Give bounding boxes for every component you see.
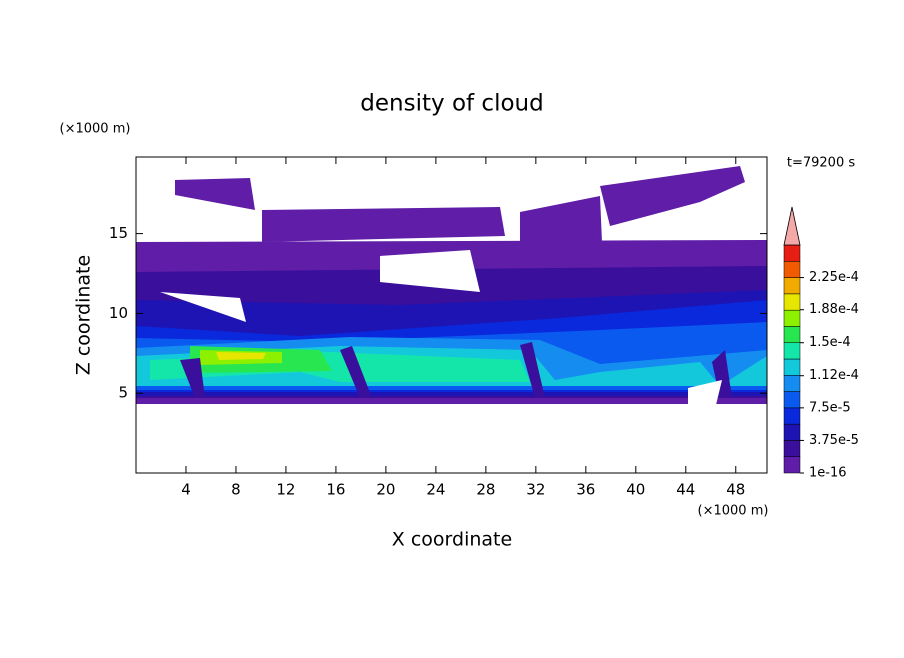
colorbar-box [783,309,801,327]
x-unit: (×1000 m) [698,504,769,519]
y-tick-label: 5 [118,384,128,402]
colorbar-tick-label: 1.88e-4 [809,302,859,317]
colorbar-box [783,277,801,295]
colorbar-box [783,423,801,441]
x-tick-label: 8 [231,481,241,499]
contour-region [520,342,545,398]
colorbar-box [783,407,801,425]
y-tick-label: 15 [109,224,128,242]
colorbar-box [783,391,801,409]
x-tick-label: 12 [276,481,295,499]
colorbar-box [783,456,801,474]
colorbar-extend [783,206,801,246]
colorbar-box [783,342,801,360]
x-tick-label: 20 [376,481,395,499]
colorbar-box [783,326,801,343]
colorbar-tick-label: 3.75e-5 [809,433,859,448]
contour-gap [160,292,246,322]
x-tick-label: 44 [676,481,695,499]
x-tick-label: 28 [476,481,495,499]
colorbar-tick-label: 1e-16 [809,466,847,481]
plot-frame [135,156,768,474]
contour-region [600,166,745,226]
colorbar-box [783,293,801,311]
x-tick-label: 4 [181,481,191,499]
colorbar-tick-label: 1.5e-4 [809,335,851,350]
contour-region [175,178,255,210]
y-unit: (×1000 m) [60,122,131,137]
contour-field [136,166,767,405]
x-axis-label: X coordinate [392,529,512,551]
x-tick-label: 32 [526,481,545,499]
contour-gap [380,250,480,292]
contour-region [180,358,205,398]
contour-region [340,346,372,398]
contour-region [712,350,732,398]
x-tick-label: 16 [326,481,345,499]
colorbar-tick-label: 2.25e-4 [809,270,859,285]
colorbar-box [783,440,801,457]
colorbar-box [783,244,801,262]
y-tick-label: 10 [109,304,128,322]
contour-region [262,207,505,242]
chart-title: density of cloud [360,91,543,117]
time-label: t=79200 s [787,156,855,171]
x-tick-label: 24 [426,481,445,499]
contour-region [216,352,266,360]
x-tick-label: 36 [576,481,595,499]
colorbar-tick-label: 7.5e-5 [809,400,851,415]
colorbar-box [783,358,801,376]
colorbar-tick-label: 1.12e-4 [809,368,859,383]
colorbar-box [783,375,801,392]
contour-gap [688,380,722,405]
x-tick-label: 40 [626,481,645,499]
y-axis-label: Z coordinate [73,255,95,375]
colorbar-box [783,261,801,278]
contour-region [520,196,602,242]
x-tick-label: 48 [726,481,745,499]
